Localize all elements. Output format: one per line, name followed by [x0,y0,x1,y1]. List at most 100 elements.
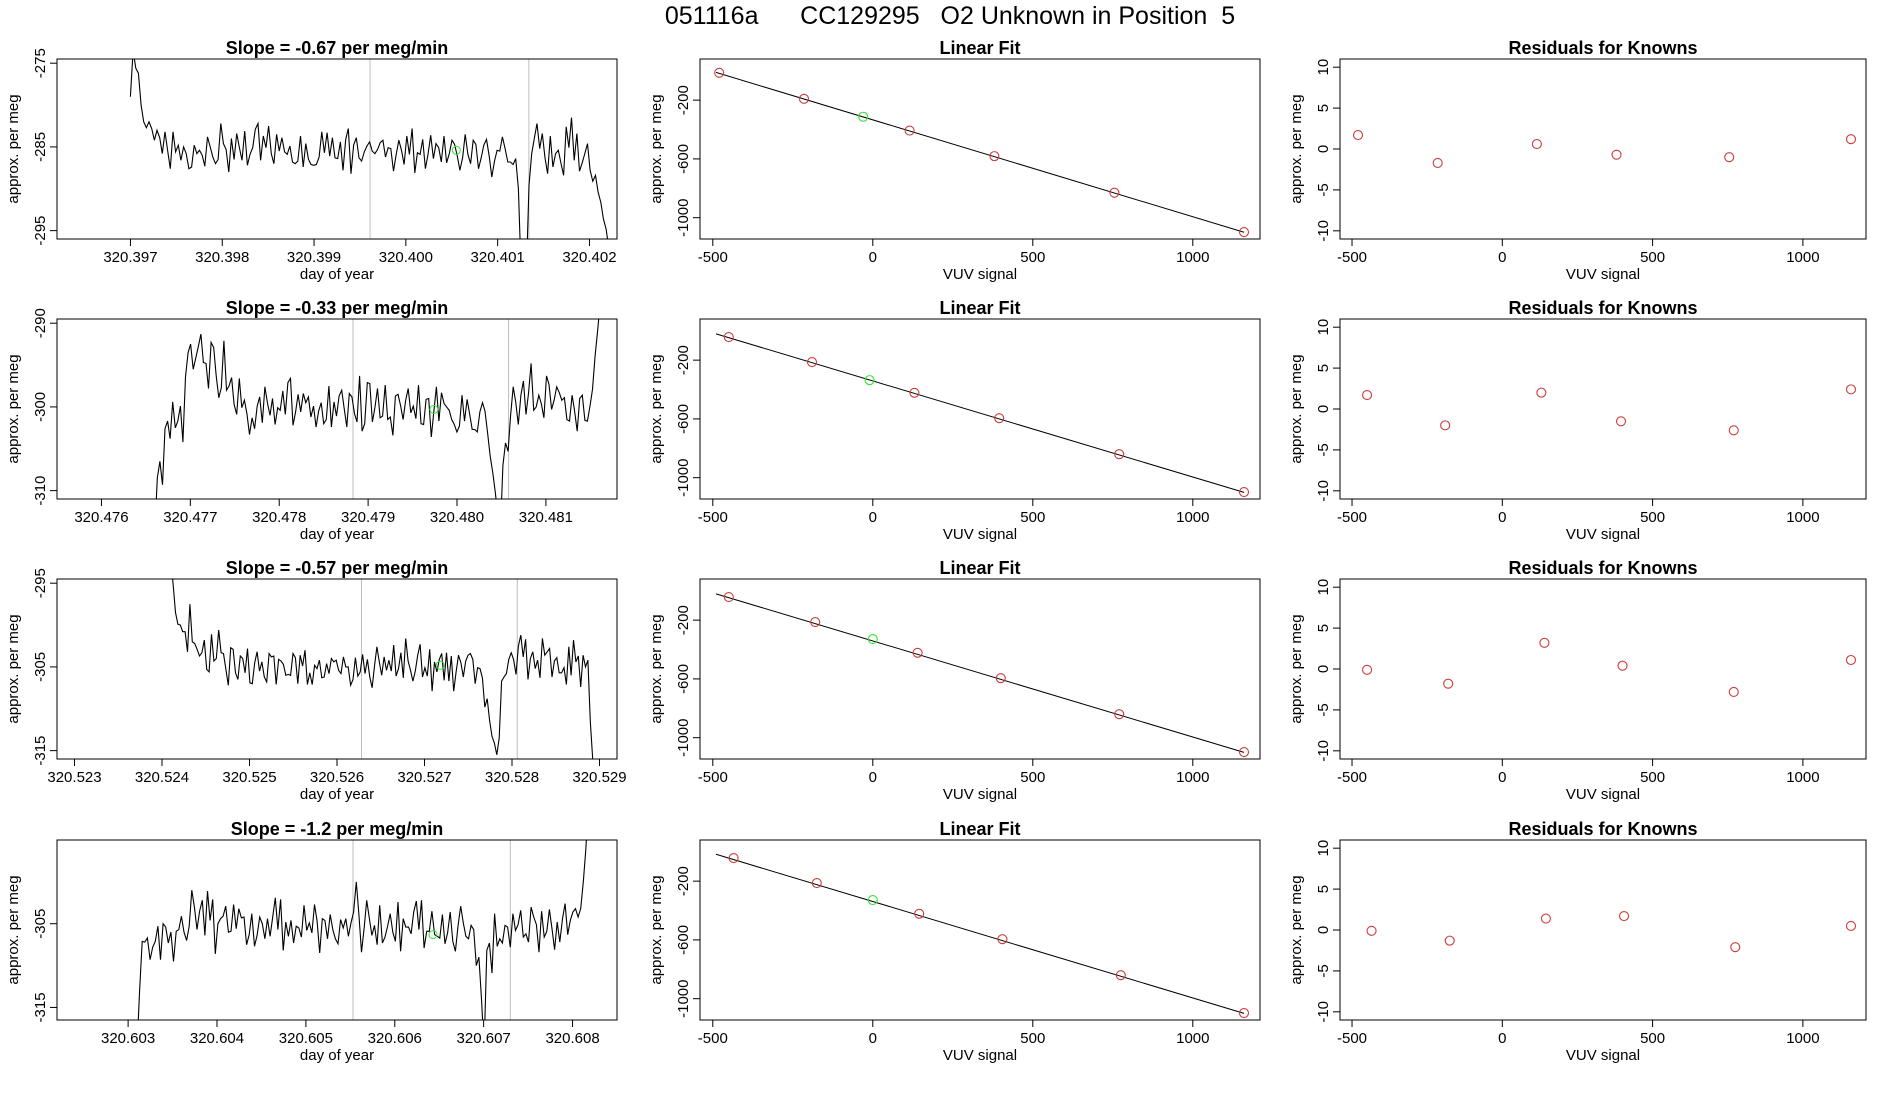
x-tick-label: 500 [1640,1030,1665,1047]
x-axis-label: VUV signal [943,526,1017,543]
x-axis-label: VUV signal [943,266,1017,283]
known-point [723,592,734,603]
fit-line [715,853,1245,1014]
plot-area [1352,130,1857,168]
known-point [1728,425,1739,436]
x-tick-label: 320.605 [279,1030,333,1047]
known-point [1115,970,1126,981]
x-tick-label: 320.400 [379,249,433,266]
x-tick-label: 320.523 [47,769,101,786]
plot-frame [56,839,618,1021]
plot-area [715,592,1250,758]
panel-3-1: Slope = -0.57 per meg/min 320.523 320.524 3… [5,558,627,803]
x-tick-label: 320.480 [430,509,484,526]
y-tick-label: -600 [675,664,692,694]
unknown-point [858,111,869,122]
y-tick-label: 5 [1315,364,1332,372]
x-tick-label: -500 [698,1030,728,1047]
y-tick-label: -295 [32,216,49,246]
known-point [810,617,821,628]
x-axis-label: day of year [300,786,374,803]
known-point [1611,149,1622,160]
x-tick-label: 320.525 [222,769,276,786]
plot-frame [1339,318,1867,500]
known-point [1352,130,1364,141]
plot-area [1366,911,1857,953]
plot-area [137,840,587,1020]
x-tick-label: 320.476 [74,509,128,526]
plot-area [715,853,1250,1019]
y-tick-label: -200 [675,85,692,115]
y-tick-label: -600 [675,925,692,955]
y-tick-label: -315 [32,992,49,1022]
known-point [1440,420,1451,431]
known-point [1238,747,1250,758]
x-axis-label: VUV signal [1566,786,1640,803]
plot-frame [56,318,618,500]
y-tick-label: -5 [1315,964,1332,977]
known-point [1728,686,1739,697]
y-axis-label: approx. per meg [648,354,665,463]
y-tick-label: 10 [1315,840,1332,857]
known-point [1845,384,1857,395]
y-axis-label: approx. per meg [5,614,22,723]
x-tick-label: 500 [1020,769,1045,786]
known-point [1444,935,1455,946]
y-tick-label: 5 [1315,624,1332,632]
panel-2-3: Residuals for Knowns -500 0 500 1000 10 5 0 -5 -1… [1288,298,1867,543]
known-point [1238,487,1250,498]
panel-1-3: Residuals for Knowns -500 0 500 1000 10 5 0 -5 -1… [1288,38,1867,283]
known-point [989,151,1000,162]
known-point [798,93,810,104]
known-point [811,878,822,889]
plot-frame [699,839,1261,1021]
fit-line [715,333,1245,493]
y-axis-label: approx. per meg [648,614,665,723]
x-tick-label: 500 [1640,249,1665,266]
x-tick-label: 320.606 [368,1030,422,1047]
panel-3-2: Linear Fit -500 0 500 1000 -200 -600 -1000 VUV s… [648,558,1261,803]
known-point [1730,942,1741,953]
x-tick-label: 500 [1640,509,1665,526]
y-axis-label: approx. per meg [5,354,22,463]
x-axis-label: VUV signal [1566,266,1640,283]
x-tick-label: 320.607 [457,1030,511,1047]
known-point [1443,678,1454,689]
known-point [1845,654,1857,666]
unknown-point [864,375,875,386]
y-tick-label: -200 [675,605,692,635]
unknown-mean-point [435,660,445,670]
x-tick-label: 1000 [1786,769,1819,786]
y-axis-label: approx. per meg [648,875,665,984]
y-tick-label: 0 [1315,405,1332,413]
panel-3-3: Residuals for Knowns -500 0 500 1000 10 5 0 -5 -1… [1288,558,1867,803]
known-point [1238,1008,1250,1019]
plot-frame [1339,839,1867,1021]
x-tick-label: 320.524 [135,769,189,786]
y-tick-label: -10 [1315,740,1332,762]
plot-frame [56,58,618,240]
fit-line [715,71,1245,233]
panel-2-1: Slope = -0.33 per meg/min 320.476 320.477 3… [5,298,618,543]
y-tick-label: -305 [32,909,49,939]
x-tick-label: 0 [869,249,877,266]
x-tick-label: 320.604 [190,1030,244,1047]
x-tick-label: 0 [1498,249,1506,266]
known-point [728,853,739,864]
y-axis-label: approx. per meg [1288,354,1305,463]
x-tick-label: 320.608 [545,1030,599,1047]
y-axis-label: approx. per meg [5,875,22,984]
y-tick-label: -5 [1315,703,1332,716]
y-tick-label: 10 [1315,579,1332,596]
y-axis-label: approx. per meg [1288,614,1305,723]
known-point [904,125,915,136]
x-tick-label: 0 [1498,769,1506,786]
y-tick-label: -5 [1315,443,1332,456]
known-point [1531,139,1542,150]
plot-frame [699,578,1261,760]
x-tick-label: 320.528 [485,769,539,786]
x-tick-label: 320.401 [471,249,525,266]
x-tick-label: 500 [1640,769,1665,786]
series-line [155,319,600,499]
y-tick-label: -200 [675,345,692,375]
